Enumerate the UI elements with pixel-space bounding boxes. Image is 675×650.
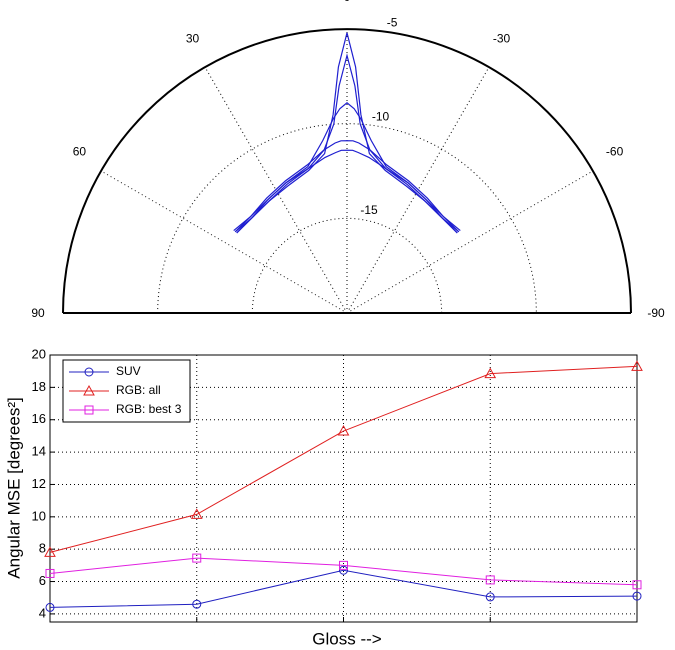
marker <box>337 425 350 436</box>
legend-label: RGB: best 3 <box>116 402 182 416</box>
theta-tick-label: -90 <box>647 306 665 320</box>
grid-circle <box>62 28 632 314</box>
polar-curve <box>234 32 460 233</box>
y-tick-label: 10 <box>32 508 46 523</box>
marker <box>45 568 55 578</box>
series-line <box>49 569 638 608</box>
series-line <box>49 365 638 553</box>
marker <box>190 508 203 519</box>
marker <box>485 575 495 585</box>
grid-circle <box>251 217 443 314</box>
marker <box>485 592 495 602</box>
marker <box>339 565 348 575</box>
marker <box>192 599 202 609</box>
marker <box>632 580 642 590</box>
series-line <box>49 557 638 586</box>
y-tick-label: 18 <box>32 379 46 394</box>
legend-label: SUV <box>116 364 141 378</box>
y-tick-label: 4 <box>39 605 46 620</box>
marker <box>83 384 95 396</box>
theta-tick-label: -60 <box>606 145 624 159</box>
marker <box>631 360 643 371</box>
spoke <box>204 66 348 314</box>
theta-tick-label: 90 <box>31 306 45 320</box>
y-tick-label: 12 <box>32 476 46 491</box>
spoke <box>100 170 348 314</box>
spoke <box>346 66 490 314</box>
polar-curve <box>234 140 460 233</box>
marker <box>44 546 56 557</box>
marker <box>84 367 94 377</box>
y-axis-label: Angular MSE [degrees²] <box>4 397 23 578</box>
spoke <box>346 170 594 314</box>
theta-tick-label: 30 <box>186 32 200 46</box>
polar-curve <box>233 102 461 232</box>
theta-tick-label: -30 <box>493 32 511 46</box>
legend-label: RGB: all <box>116 383 161 397</box>
marker <box>339 560 348 570</box>
marker <box>45 602 55 612</box>
r-tick-label: -10 <box>372 109 390 123</box>
y-tick-label: 20 <box>32 346 46 361</box>
y-tick-label: 8 <box>39 541 46 556</box>
y-tick-label: 14 <box>32 444 46 459</box>
r-tick-label: -5 <box>387 15 398 29</box>
y-tick-label: 6 <box>39 573 46 588</box>
polar-frame <box>62 28 632 314</box>
marker <box>632 591 642 601</box>
marker <box>84 405 94 415</box>
r-tick-label: -15 <box>360 203 378 217</box>
y-tick-label: 16 <box>32 411 46 426</box>
theta-tick-label: 0 <box>344 0 351 4</box>
marker <box>192 553 202 563</box>
plot-frame <box>49 354 638 623</box>
theta-tick-label: 60 <box>73 145 87 159</box>
x-axis-label: Gloss --> <box>312 629 382 648</box>
polar-curve <box>236 53 458 234</box>
marker <box>484 367 497 379</box>
polar-curve <box>236 149 458 234</box>
